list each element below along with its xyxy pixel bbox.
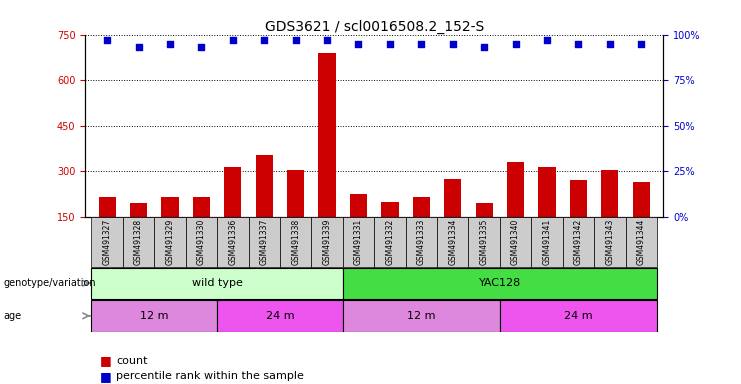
Bar <box>601 170 619 217</box>
Text: GSM491337: GSM491337 <box>260 218 269 265</box>
Bar <box>405 217 437 267</box>
Bar <box>633 182 650 217</box>
Bar <box>350 194 367 217</box>
Text: 12 m: 12 m <box>407 311 436 321</box>
Text: GSM491338: GSM491338 <box>291 218 300 265</box>
Bar <box>343 300 500 331</box>
Bar <box>91 217 123 267</box>
Bar <box>91 268 343 299</box>
Point <box>541 37 553 43</box>
Bar <box>217 217 248 267</box>
Bar <box>186 217 217 267</box>
Text: ■: ■ <box>100 354 112 367</box>
Text: GSM491344: GSM491344 <box>637 218 645 265</box>
Text: GSM491336: GSM491336 <box>228 218 237 265</box>
Bar <box>500 300 657 331</box>
Bar <box>437 217 468 267</box>
Point <box>447 41 459 47</box>
Bar <box>162 197 179 217</box>
Bar <box>476 203 493 217</box>
Bar <box>130 203 147 217</box>
Text: GSM491333: GSM491333 <box>417 218 426 265</box>
Text: GSM491331: GSM491331 <box>354 218 363 265</box>
Text: genotype/variation: genotype/variation <box>4 278 96 288</box>
Point <box>353 41 365 47</box>
Point <box>573 41 585 47</box>
Text: GSM491342: GSM491342 <box>574 218 583 265</box>
Point <box>635 41 647 47</box>
Point <box>227 37 239 43</box>
Bar <box>507 162 524 217</box>
Text: GSM491328: GSM491328 <box>134 218 143 265</box>
Point <box>321 37 333 43</box>
Bar <box>217 300 343 331</box>
Bar <box>256 155 273 217</box>
Bar <box>625 217 657 267</box>
Bar <box>225 167 242 217</box>
Text: GSM491334: GSM491334 <box>448 218 457 265</box>
Bar <box>468 217 500 267</box>
Bar <box>594 217 625 267</box>
Text: wild type: wild type <box>192 278 242 288</box>
Bar <box>413 197 430 217</box>
Bar <box>193 197 210 217</box>
Bar <box>248 217 280 267</box>
Text: GSM491335: GSM491335 <box>479 218 488 265</box>
Text: GSM491330: GSM491330 <box>197 218 206 265</box>
Text: 24 m: 24 m <box>564 311 593 321</box>
Bar <box>343 217 374 267</box>
Point <box>416 41 428 47</box>
Point <box>259 37 270 43</box>
Point <box>384 41 396 47</box>
Text: ■: ■ <box>100 370 112 383</box>
Text: GSM491332: GSM491332 <box>385 218 394 265</box>
Text: count: count <box>116 356 148 366</box>
Bar <box>280 217 311 267</box>
Bar <box>311 217 343 267</box>
Text: GSM491329: GSM491329 <box>165 218 175 265</box>
Point <box>102 37 113 43</box>
Point <box>604 41 616 47</box>
Point <box>290 37 302 43</box>
Text: 12 m: 12 m <box>140 311 168 321</box>
Bar <box>99 197 116 217</box>
Point <box>133 44 144 50</box>
Text: GSM491339: GSM491339 <box>322 218 331 265</box>
Text: age: age <box>4 311 21 321</box>
Bar <box>154 217 186 267</box>
Bar <box>319 53 336 217</box>
Bar <box>287 170 305 217</box>
Bar <box>562 217 594 267</box>
Bar <box>374 217 405 267</box>
Text: GSM491327: GSM491327 <box>103 218 112 265</box>
Text: GSM491343: GSM491343 <box>605 218 614 265</box>
Bar <box>444 179 462 217</box>
Point <box>196 44 207 50</box>
Point <box>478 44 490 50</box>
Text: GSM491341: GSM491341 <box>542 218 551 265</box>
Text: 24 m: 24 m <box>266 311 294 321</box>
Bar <box>91 300 217 331</box>
Point <box>164 41 176 47</box>
Text: YAC128: YAC128 <box>479 278 521 288</box>
Bar <box>531 217 562 267</box>
Bar <box>538 167 556 217</box>
Bar <box>343 268 657 299</box>
Bar <box>123 217 154 267</box>
Title: GDS3621 / scl0016508.2_152-S: GDS3621 / scl0016508.2_152-S <box>265 20 484 33</box>
Bar <box>570 180 587 217</box>
Text: GSM491340: GSM491340 <box>511 218 520 265</box>
Text: percentile rank within the sample: percentile rank within the sample <box>116 371 305 381</box>
Bar <box>500 217 531 267</box>
Bar <box>382 202 399 217</box>
Point <box>510 41 522 47</box>
